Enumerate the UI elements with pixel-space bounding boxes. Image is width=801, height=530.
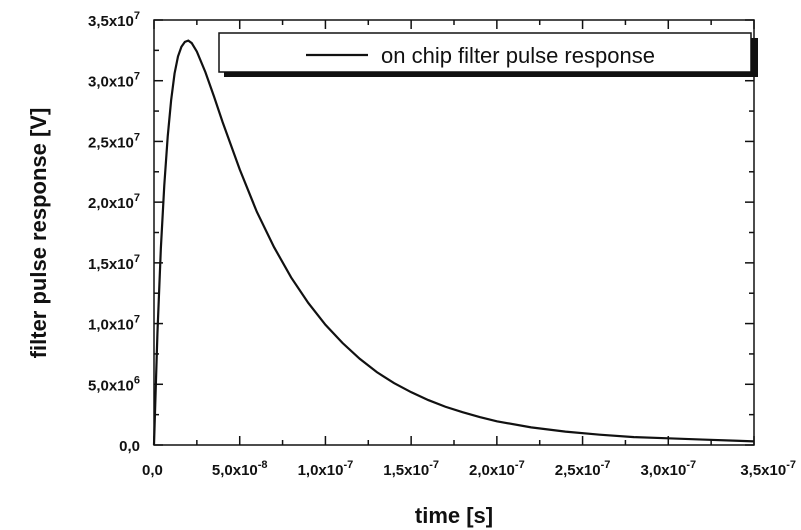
x-tick-label: 1,5x10-7: [383, 459, 439, 479]
y-tick-label: 3,0x107: [88, 71, 140, 91]
plot-frame: [154, 20, 754, 445]
legend-label: on chip filter pulse response: [381, 43, 655, 68]
series-line-on-chip-filter-pulse-response: [154, 41, 754, 445]
y-tick-label: 1,5x107: [88, 253, 140, 273]
y-axis-title: filter pulse response [V]: [26, 108, 51, 359]
x-tick-label: 5,0x10-8: [212, 459, 268, 479]
x-tick-label: 3,0x10-7: [640, 459, 696, 479]
y-tick-label: 3,5x107: [88, 10, 140, 30]
y-tick-label: 0,0: [119, 438, 140, 455]
x-tick-label: 2,0x10-7: [469, 459, 525, 479]
x-tick-label: 2,5x10-7: [555, 459, 611, 479]
y-tick-label: 2,5x107: [88, 131, 140, 151]
x-axis-title: time [s]: [415, 503, 493, 528]
legend: on chip filter pulse response: [219, 33, 758, 77]
x-tick-label: 1,0x10-7: [298, 459, 354, 479]
x-tick-label: 3,5x10-7: [740, 459, 796, 479]
y-tick-label: 1,0x107: [88, 314, 140, 334]
y-tick-label: 2,0x107: [88, 192, 140, 212]
y-tick-label: 5,0x106: [88, 374, 140, 394]
x-axis: 0,0 5,0x10-8 1,0x10-7 1,5x10-7 2,0x10-7 2,5x1…: [142, 20, 796, 479]
x-tick-label: 0,0: [142, 462, 163, 479]
